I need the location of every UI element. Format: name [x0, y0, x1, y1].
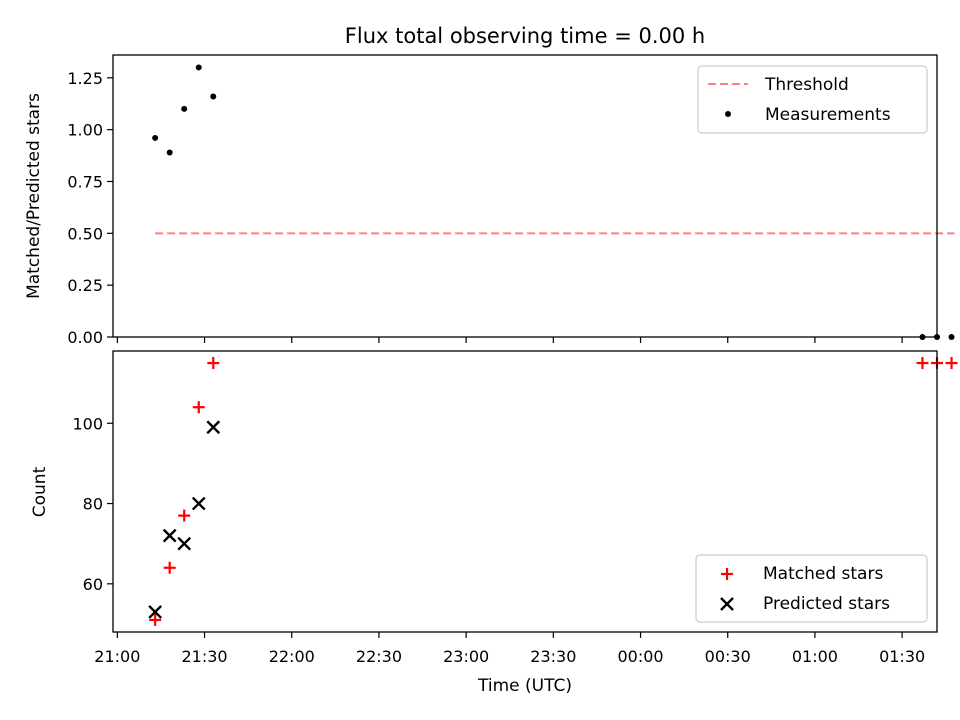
- matched-star-point: [149, 613, 162, 626]
- x-tick-label: 00:30: [705, 647, 751, 666]
- x-tick-label: 01:30: [879, 647, 925, 666]
- top-y-tick-label: 0.25: [67, 276, 103, 295]
- top-legend-box: [697, 65, 928, 134]
- predicted-star-point: [162, 528, 177, 543]
- x-tick-label: 21:30: [182, 647, 228, 666]
- top-y-tick-label: 1.00: [67, 121, 103, 140]
- measurement-point: [195, 64, 202, 71]
- matched-star-point: [207, 357, 220, 370]
- measurement-point: [181, 105, 188, 112]
- legend-matched-label: Matched stars: [763, 564, 883, 584]
- predicted-star-point: [148, 605, 162, 619]
- measurement-point: [166, 149, 173, 156]
- bottom-y-tick-label: 100: [72, 414, 103, 433]
- chart-title: Flux total observing time = 0.00 h: [345, 24, 705, 48]
- top-plot-frame: [112, 54, 938, 338]
- bottom-legend: Matched stars Predicted stars: [695, 554, 928, 623]
- measurement-point: [210, 93, 217, 100]
- measurement-point: [152, 134, 159, 141]
- matched-star-point: [163, 561, 176, 574]
- x-tick-label: 00:00: [617, 647, 663, 666]
- top-y-tick-label: 0.75: [67, 172, 103, 191]
- legend-threshold-label: Threshold: [764, 75, 849, 95]
- x-tick-label: 22:00: [269, 647, 315, 666]
- matched-star-point: [945, 357, 958, 370]
- top-y-tick-label: 1.25: [67, 69, 103, 88]
- bottom-y-axis-label: Count: [30, 466, 50, 517]
- top-panel: 0.00 0.25 0.50 0.75 1.00 1.25 Matched/Predict…: [24, 54, 955, 347]
- bottom-y-tick-label: 60: [83, 575, 103, 594]
- top-y-tick-label: 0.50: [67, 224, 103, 243]
- legend-matched-swatch: [721, 568, 733, 580]
- matched-star-point: [192, 401, 205, 414]
- x-tick-label: 23:30: [530, 647, 576, 666]
- matched-star-point: [178, 509, 191, 522]
- top-y-tick-label: 0.00: [67, 328, 103, 347]
- predicted-star-point: [206, 420, 221, 435]
- bottom-plot-frame: [112, 350, 938, 633]
- top-y-axis-label: Matched/Predicted stars: [24, 93, 44, 299]
- matched-star-point: [916, 357, 929, 370]
- bottom-legend-box: [695, 554, 928, 623]
- x-tick-label: 21:00: [94, 647, 140, 666]
- x-axis-label: Time (UTC): [477, 676, 572, 696]
- bottom-panel: 60 80 100 21:00 21:30 22:00 22:30 23:00 23:30 00…: [30, 350, 958, 696]
- top-legend: Threshold Measurements: [697, 65, 928, 134]
- bottom-y-tick-label: 80: [83, 495, 103, 514]
- legend-predicted-swatch: [720, 597, 734, 611]
- measurement-point: [948, 334, 955, 340]
- predicted-star-point: [177, 536, 192, 551]
- legend-predicted-label: Predicted stars: [763, 594, 890, 614]
- predicted-star-point: [191, 496, 206, 511]
- x-tick-label: 22:30: [356, 647, 402, 666]
- legend-measurements-label: Measurements: [765, 105, 891, 125]
- x-tick-label: 01:00: [792, 647, 838, 666]
- legend-measurements-swatch: [725, 111, 731, 117]
- x-tick-label: 23:00: [443, 647, 489, 666]
